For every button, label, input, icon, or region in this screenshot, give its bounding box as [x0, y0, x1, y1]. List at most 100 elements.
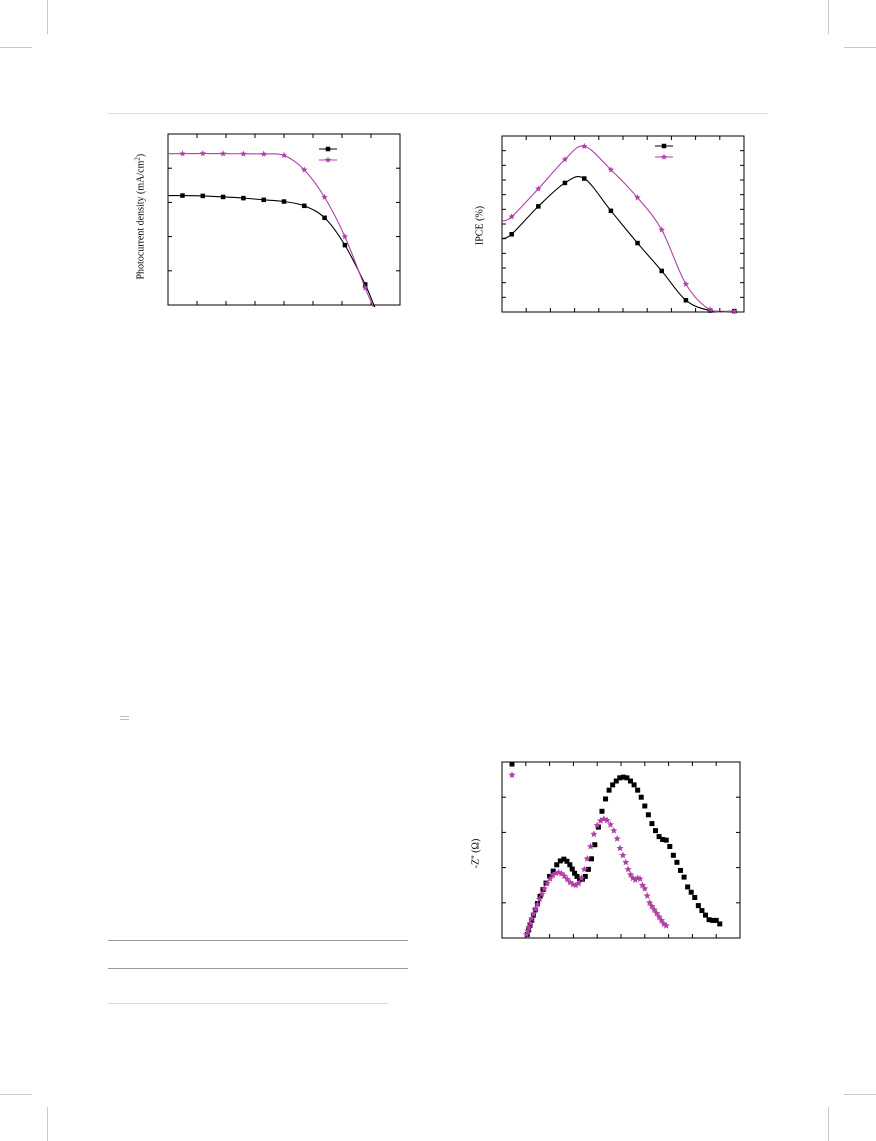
data-point: [631, 876, 639, 883]
data-point: [590, 830, 598, 838]
data-point: [706, 306, 714, 313]
data-point: [527, 922, 533, 928]
data-point: [606, 820, 615, 828]
data-point: [583, 855, 591, 862]
data-point: [533, 900, 542, 908]
data-point: [582, 176, 587, 181]
ipce-chart: [470, 128, 770, 328]
data-point: [606, 787, 612, 793]
data-point: [241, 195, 246, 201]
legend-marker: [325, 146, 331, 152]
crop-mark-tl-v: [47, 0, 48, 34]
series-line: [168, 194, 376, 307]
data-point: [620, 774, 626, 780]
data-point: [581, 142, 588, 149]
data-point: [642, 803, 648, 809]
data-point: [731, 307, 738, 314]
data-point: [524, 927, 532, 934]
data-point: [509, 232, 514, 237]
data-point: [682, 280, 690, 287]
data-point: [670, 852, 676, 858]
data-point: [641, 884, 649, 892]
data-point: [572, 881, 580, 889]
data-point: [658, 226, 665, 233]
eis-chart: [480, 752, 760, 952]
data-point: [577, 874, 586, 882]
data-point: [593, 821, 601, 829]
data-point: [180, 193, 185, 198]
data-point: [660, 836, 666, 842]
data-point: [592, 842, 598, 848]
data-point: [678, 867, 683, 873]
data-point: [599, 808, 605, 814]
data-point: [529, 910, 537, 918]
data-point: [301, 166, 308, 173]
data-point: [610, 826, 618, 834]
table-rule-top: [108, 940, 408, 941]
data-point: [179, 150, 186, 157]
data-point: [529, 917, 535, 923]
data-point: [695, 903, 701, 909]
plot-frame: [501, 135, 745, 313]
data-point: [607, 166, 615, 173]
data-point: [572, 870, 578, 876]
ipce-plot: [501, 135, 745, 314]
small-mark-2: [120, 719, 129, 720]
jv-y-axis-label: Photocurrent density (mA/cm2): [133, 153, 147, 280]
data-point: [683, 298, 689, 303]
legend-marker: [660, 153, 668, 160]
data-point: [631, 782, 637, 788]
data-point: [199, 150, 207, 157]
data-point: [613, 778, 619, 784]
data-point: [543, 879, 551, 887]
eis-y-axis-label: -Z'' (Ω): [470, 838, 482, 869]
data-point: [624, 775, 630, 781]
data-point: [643, 892, 651, 899]
data-point: [557, 858, 563, 864]
data-point: [649, 821, 655, 827]
legend: [655, 143, 673, 160]
data-point: [200, 193, 206, 199]
series-line: [502, 176, 735, 313]
data-point: [554, 862, 560, 868]
small-mark: [120, 716, 129, 717]
data-point: [536, 204, 541, 209]
data-point: [580, 865, 588, 873]
data-point: [603, 796, 609, 802]
data-point: [688, 889, 694, 895]
data-point: [567, 862, 573, 868]
data-point: [603, 816, 611, 824]
data-point: [561, 856, 567, 862]
data-point: [596, 817, 605, 824]
series-2: [502, 142, 738, 314]
data-point: [656, 834, 662, 840]
data-point: [613, 834, 621, 842]
crop-mark-br-v: [828, 1107, 829, 1141]
data-point: [560, 872, 568, 880]
jv-plot: [167, 133, 401, 307]
data-point: [362, 282, 368, 287]
data-point: [624, 865, 632, 873]
data-point: [508, 213, 515, 220]
data-point: [710, 917, 716, 923]
data-point: [538, 890, 546, 898]
data-point: [563, 875, 571, 883]
data-point: [522, 930, 531, 938]
data-point: [706, 917, 712, 923]
data-point: [585, 866, 591, 872]
series-1: [502, 176, 737, 314]
data-point: [280, 152, 288, 159]
data-point: [681, 874, 687, 880]
data-point: [659, 268, 664, 274]
data-point: [219, 150, 227, 157]
data-point: [536, 895, 544, 903]
data-point: [653, 828, 659, 834]
series-2: [168, 150, 374, 307]
data-point: [616, 844, 624, 852]
data-point: [608, 208, 614, 214]
data-point: [645, 812, 651, 818]
data-point: [240, 150, 247, 157]
legend-marker: [661, 143, 667, 149]
data-point: [635, 787, 641, 793]
data-point: [622, 858, 630, 866]
